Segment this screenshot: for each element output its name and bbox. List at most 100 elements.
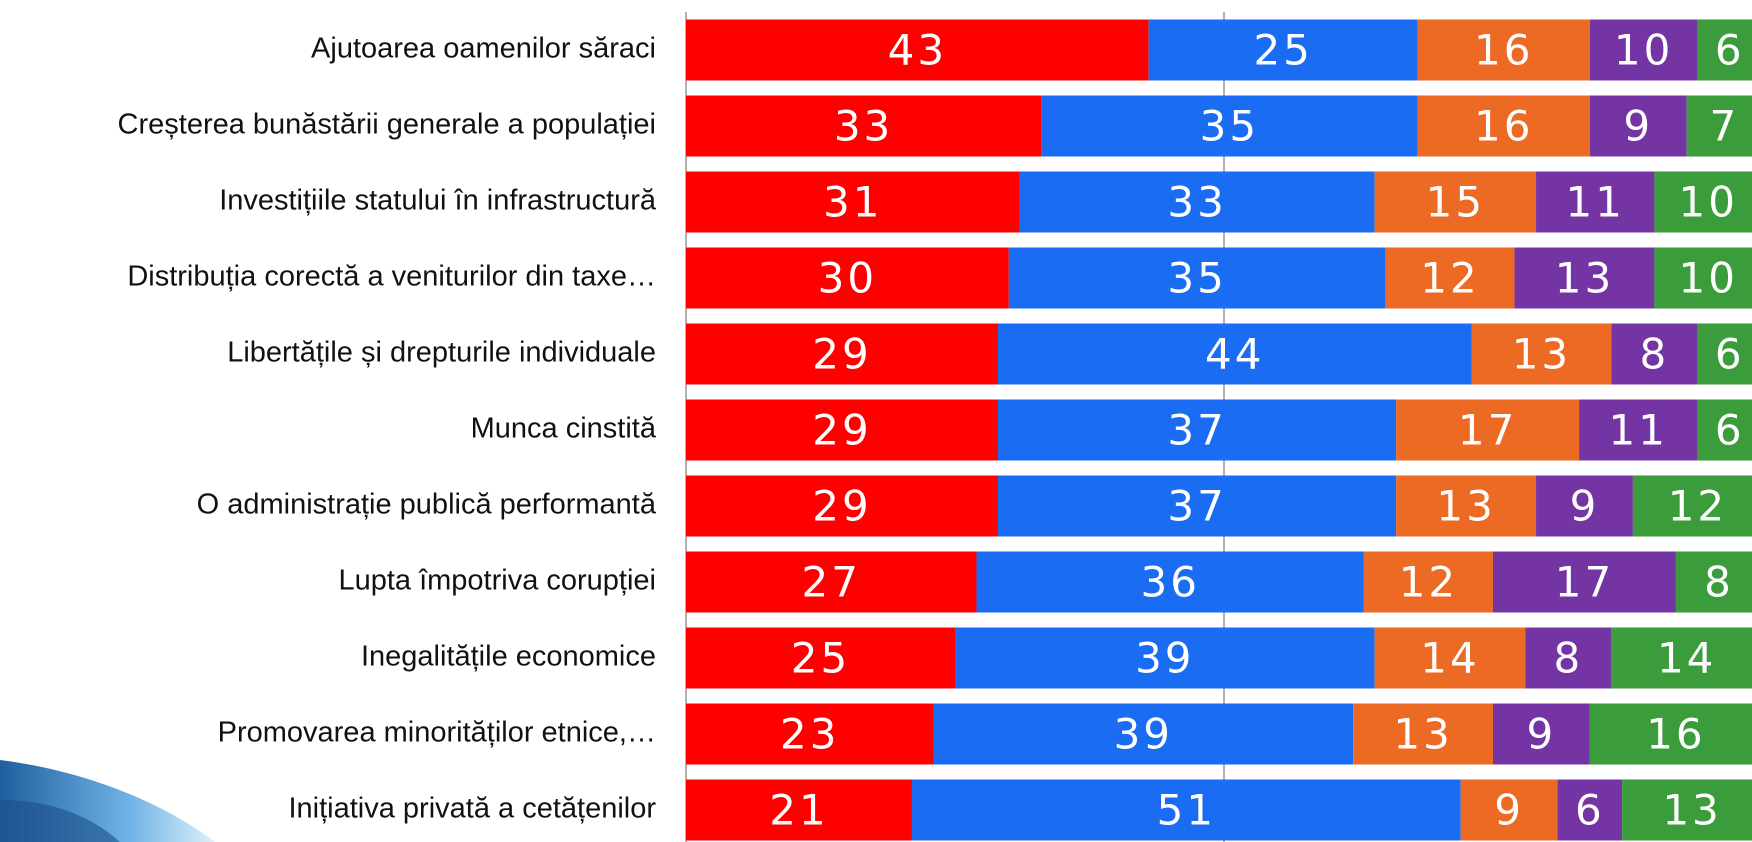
value-label: 15 bbox=[1426, 178, 1485, 227]
value-label: 43 bbox=[888, 26, 947, 75]
bar-segment bbox=[686, 551, 977, 613]
value-label: 39 bbox=[1114, 710, 1173, 759]
value-label: 9 bbox=[1527, 710, 1557, 759]
bar-segment bbox=[686, 703, 934, 765]
value-label: 12 bbox=[1420, 254, 1479, 303]
value-label: 8 bbox=[1640, 330, 1670, 379]
category-label: Lupta împotriva corupției bbox=[338, 565, 656, 597]
bar-segment bbox=[1019, 171, 1375, 233]
value-label: 16 bbox=[1474, 102, 1533, 151]
bar-segment bbox=[1460, 779, 1558, 841]
bar-segment bbox=[1697, 399, 1752, 461]
bar-segment bbox=[976, 551, 1364, 613]
value-label: 11 bbox=[1565, 178, 1624, 227]
bar-segment bbox=[1589, 95, 1687, 157]
value-label: 16 bbox=[1474, 26, 1533, 75]
value-label: 10 bbox=[1614, 26, 1673, 75]
decor-swoosh bbox=[0, 800, 120, 842]
bar-segment bbox=[686, 95, 1042, 157]
bar-segment bbox=[1536, 171, 1655, 233]
bar-segment bbox=[1654, 247, 1752, 309]
value-label: 16 bbox=[1646, 710, 1705, 759]
value-label: 35 bbox=[1167, 254, 1226, 303]
value-label: 23 bbox=[780, 710, 839, 759]
bar-segment bbox=[1589, 19, 1698, 81]
value-label: 6 bbox=[1715, 406, 1745, 455]
value-label: 25 bbox=[791, 634, 850, 683]
bar-segment bbox=[1611, 627, 1752, 689]
bar-segment bbox=[1579, 399, 1698, 461]
value-label: 14 bbox=[1420, 634, 1479, 683]
value-label: 37 bbox=[1167, 482, 1226, 531]
value-label: 27 bbox=[802, 558, 861, 607]
value-label: 6 bbox=[1715, 26, 1745, 75]
value-label: 11 bbox=[1609, 406, 1668, 455]
value-label: 7 bbox=[1709, 102, 1739, 151]
category-label: Distribuția corectă a veniturilor din ta… bbox=[127, 261, 656, 293]
value-label: 10 bbox=[1678, 178, 1737, 227]
value-label: 9 bbox=[1623, 102, 1653, 151]
category-label: Munca cinstită bbox=[471, 413, 657, 445]
bar-segment bbox=[1611, 323, 1698, 385]
value-label: 13 bbox=[1436, 482, 1495, 531]
bar-segment bbox=[1363, 551, 1493, 613]
value-label: 39 bbox=[1135, 634, 1194, 683]
value-label: 29 bbox=[812, 330, 871, 379]
bar-segment bbox=[1353, 703, 1493, 765]
bar-segment bbox=[1632, 475, 1752, 537]
bar-segment bbox=[686, 171, 1020, 233]
bar-segment bbox=[1525, 627, 1612, 689]
bar-segment bbox=[1008, 247, 1386, 309]
value-label: 13 bbox=[1555, 254, 1614, 303]
bar-segment bbox=[686, 247, 1009, 309]
value-label: 33 bbox=[834, 102, 893, 151]
value-label: 14 bbox=[1657, 634, 1716, 683]
bar-segment bbox=[686, 475, 999, 537]
bar-segment bbox=[1493, 703, 1590, 765]
category-label: O administrație publică performantă bbox=[197, 489, 657, 521]
value-label: 25 bbox=[1253, 26, 1312, 75]
value-label: 13 bbox=[1662, 786, 1721, 835]
bar-segment bbox=[998, 475, 1397, 537]
bar-segment bbox=[1417, 95, 1590, 157]
bar-segment bbox=[998, 323, 1472, 385]
bar-segment bbox=[1385, 247, 1515, 309]
bar-segment bbox=[686, 323, 999, 385]
bar-segment bbox=[1622, 779, 1752, 841]
value-label: 30 bbox=[818, 254, 877, 303]
value-label: 12 bbox=[1668, 482, 1727, 531]
bar-segment bbox=[1148, 19, 1418, 81]
value-label: 6 bbox=[1575, 786, 1605, 835]
value-label: 13 bbox=[1393, 710, 1452, 759]
value-label: 10 bbox=[1678, 254, 1737, 303]
value-label: 17 bbox=[1555, 558, 1614, 607]
bar-segment bbox=[1697, 323, 1752, 385]
bar-segment bbox=[1396, 399, 1580, 461]
value-label: 33 bbox=[1167, 178, 1226, 227]
bar-segment bbox=[1675, 551, 1752, 613]
bar-segment bbox=[1374, 171, 1537, 233]
value-label: 8 bbox=[1704, 558, 1734, 607]
category-label: Promovarea minorităților etnice,… bbox=[218, 717, 656, 749]
bar-segment bbox=[686, 19, 1149, 81]
bar-segment bbox=[933, 703, 1354, 765]
bar-segment bbox=[1589, 703, 1752, 765]
category-label: Ajutoarea oamenilor săraci bbox=[311, 33, 656, 65]
bar-segment bbox=[686, 779, 912, 841]
value-label: 37 bbox=[1167, 406, 1226, 455]
bar-segment bbox=[1417, 19, 1590, 81]
bar-segment bbox=[1654, 171, 1752, 233]
category-label: Investițiile statului în infrastructură bbox=[219, 185, 657, 217]
bar-segment bbox=[1374, 627, 1526, 689]
value-label: 12 bbox=[1399, 558, 1458, 607]
value-label: 9 bbox=[1570, 482, 1600, 531]
category-label: Inițiativa privată a cetățenilor bbox=[288, 793, 656, 825]
bar-segment bbox=[1514, 247, 1655, 309]
bar-segment bbox=[1536, 475, 1633, 537]
category-label: Inegalitățile economice bbox=[361, 641, 656, 673]
value-label: 29 bbox=[812, 406, 871, 455]
value-label: 35 bbox=[1200, 102, 1259, 151]
bar-segment bbox=[998, 399, 1397, 461]
bar-segment bbox=[686, 627, 955, 689]
